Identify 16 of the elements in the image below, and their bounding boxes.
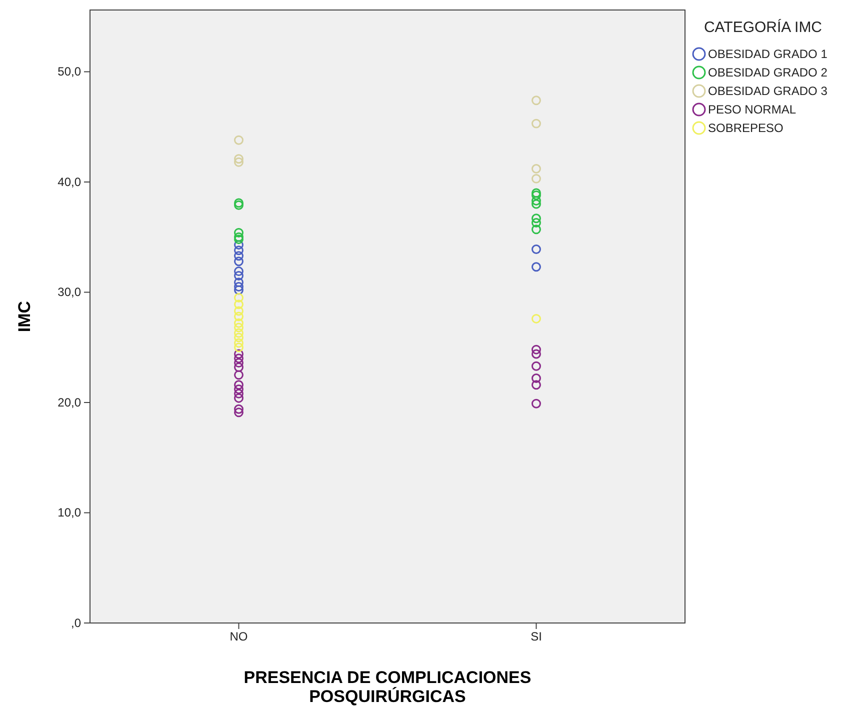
y-tick-label: ,0 <box>70 616 82 630</box>
legend-title: CATEGORÍA IMC <box>704 18 822 36</box>
legend-label: SOBREPESO <box>708 121 784 135</box>
y-axis-title: IMC <box>15 300 34 332</box>
x-tick-label: SI <box>530 630 542 644</box>
legend-label: OBESIDAD GRADO 3 <box>708 84 828 98</box>
y-tick-label: 30,0 <box>58 285 82 300</box>
y-tick-label: 20,0 <box>58 395 82 410</box>
legend-label: OBESIDAD GRADO 1 <box>708 47 828 61</box>
y-tick-label: 50,0 <box>58 64 82 79</box>
x-tick-label: NO <box>230 630 248 644</box>
legend-label: PESO NORMAL <box>708 102 796 116</box>
y-tick-label: 40,0 <box>58 174 82 189</box>
x-axis-title: PRESENCIA DE COMPLICACIONES POSQUIRÚRGICAS <box>244 668 532 706</box>
legend-label: OBESIDAD GRADO 2 <box>708 66 828 80</box>
y-tick-label: 10,0 <box>58 506 82 520</box>
